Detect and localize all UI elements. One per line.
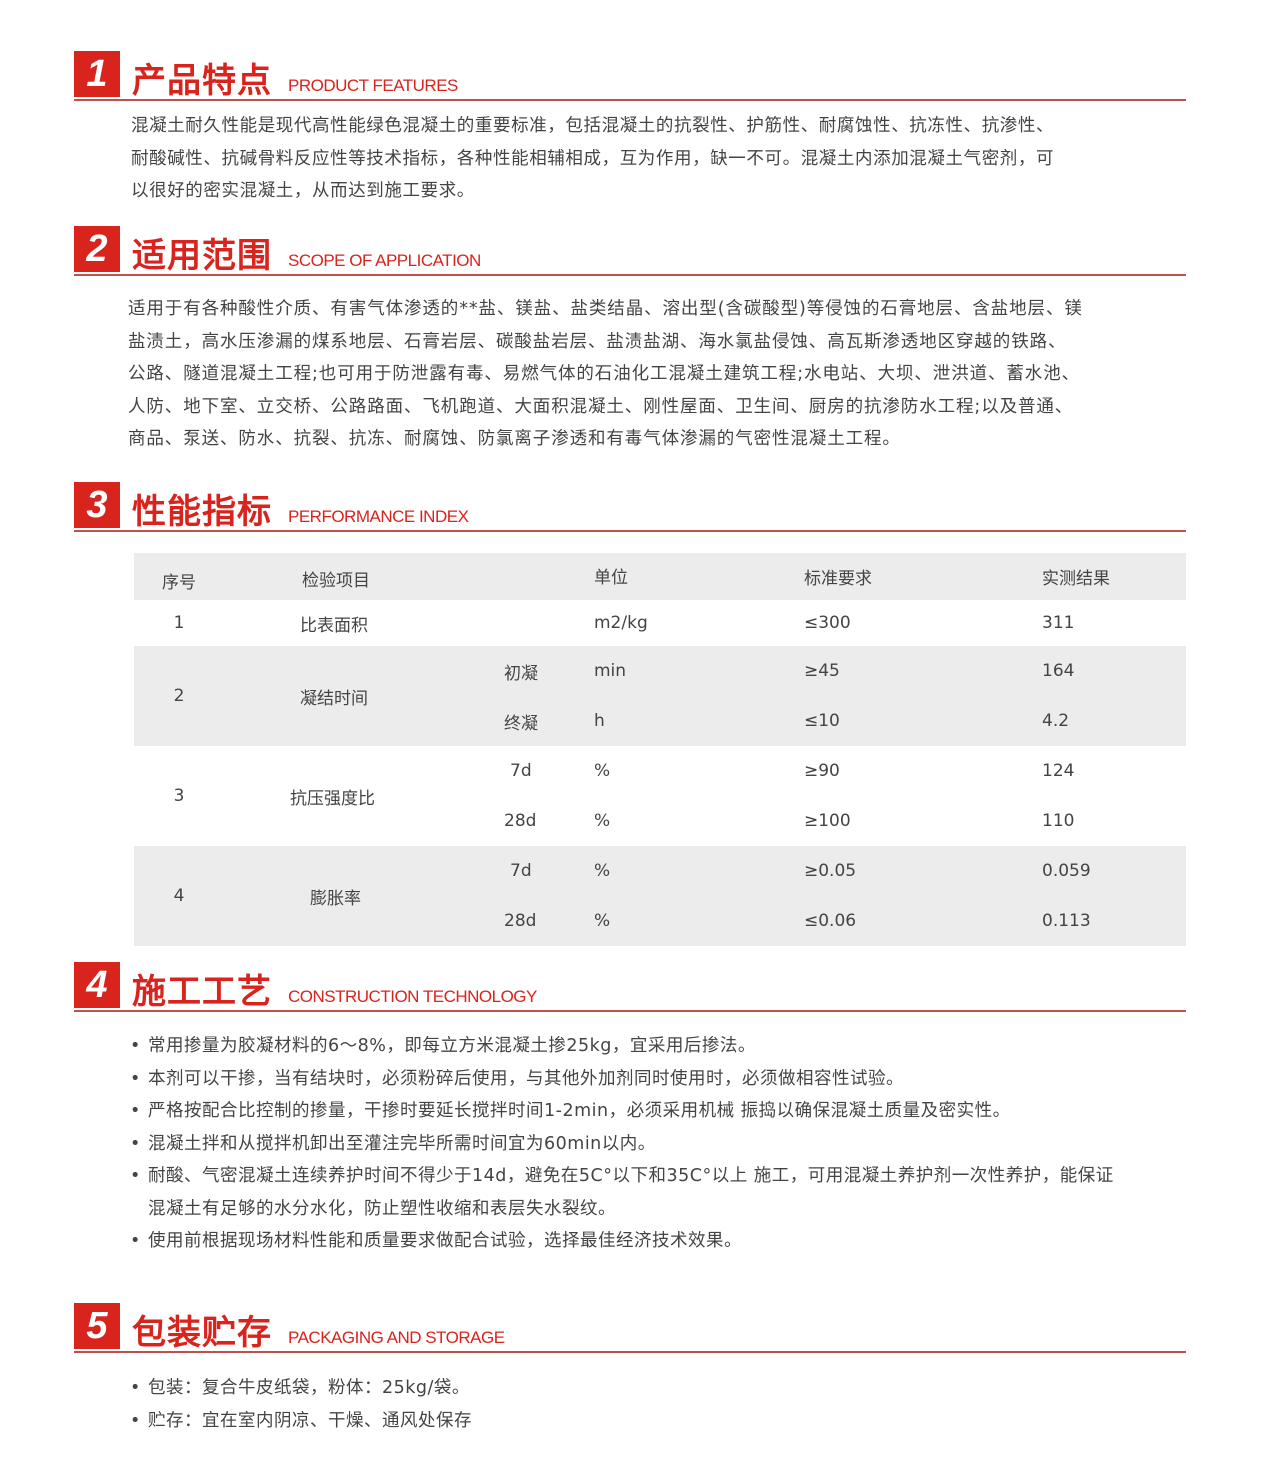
cell-result: 124 [1042,761,1075,781]
performance-table: 序号 检验项目 单位 标准要求 实测结果 1 比表面积 m2/kg ≤300 3… [134,553,1186,946]
section-subtitle: SCOPE OF APPLICATION [288,251,481,270]
cell-sub [504,600,594,646]
cell-unit: % [594,846,804,896]
list-item: 常用掺量为胶凝材料的6～8%，即每立方米混凝土掺25kg，宜采用后掺法。 [130,1030,1114,1063]
cell-standard: ≥0.05 [804,846,1042,896]
cell-item: 比表面积 [300,615,368,636]
table-header-row: 序号 检验项目 单位 标准要求 实测结果 [134,553,1186,600]
table-row: 28d % ≤0.06 0.113 [134,896,1186,946]
cell-sub: 7d [510,761,532,781]
cell-result: 311 [1042,613,1075,633]
table-row: 2 凝结时间 初凝 min ≥45 164 [134,646,1186,746]
text-line: 人防、地下室、立交桥、公路路面、飞机跑道、大面积混凝土、刚性屋面、卫生间、厨房的… [128,396,1074,417]
section-subtitle: PRODUCT FEATURES [288,76,458,95]
cell-item: 膨胀率 [224,846,504,946]
cell-result: 0.059 [1042,846,1186,896]
cell-standard: ≥90 [804,761,840,781]
table-row: 终凝 h ≤10 4.2 [134,696,1186,746]
section-number: 1 [74,51,120,97]
features-paragraph: 混凝土耐久性能是现代高性能绿色混凝土的重要标准，包括混凝土的抗裂性、护筋性、耐腐… [131,110,1054,208]
scope-paragraph: 适用于有各种酸性介质、有害气体渗透的**盐、镁盐、盐类结晶、溶出型(含碳酸型)等… [128,293,1083,456]
header-no: 序号 [134,553,224,600]
list-item: 本剂可以干掺，当有结块时，必须粉碎后使用，与其他外加剂同时使用时，必须做相容性试… [130,1063,1114,1096]
section-header-features: 1 产品特点 PRODUCT FEATURES [74,51,1186,101]
table-row: 1 比表面积 m2/kg ≤300 311 [134,600,1186,646]
cell-no: 4 [134,846,224,946]
section-header-performance: 3 性能指标 PERFORMANCE INDEX [74,482,1186,532]
section-title: 性能指标 [132,492,272,532]
cell-standard: ≤300 [804,613,851,633]
header-standard: 标准要求 [804,553,1042,600]
section-subtitle: PERFORMANCE INDEX [288,507,469,526]
cell-result: 4.2 [1042,696,1186,746]
section-number: 3 [74,482,120,528]
text-line: 耐酸碱性、抗碱骨料反应性等技术指标，各种性能相辅相成，互为作用，缺一不可。混凝土… [131,148,1055,169]
section-title: 产品特点 [132,61,272,101]
list-item: 混凝土拌和从搅拌机卸出至灌注完毕所需时间宜为60min以内。 [130,1128,1114,1161]
section-title: 包装贮存 [132,1313,272,1353]
cell-item: 抗压强度比 [290,788,375,809]
text-line: 以很好的密实混凝土，从而达到施工要求。 [131,181,475,201]
text-line: 混凝土耐久性能是现代高性能绿色混凝土的重要标准，包括混凝土的抗裂性、护筋性、耐腐… [131,116,1055,136]
cell-result: 164 [1042,646,1186,696]
cell-unit: h [594,696,804,746]
cell-unit: m2/kg [594,613,648,633]
list-item: 包装：复合牛皮纸袋，粉体：25kg/袋。 [130,1372,472,1405]
section-header-construction: 4 施工工艺 CONSTRUCTION TECHNOLOGY [74,962,1186,1012]
list-item-continuation: 混凝土有足够的水分水化，防止塑性收缩和表层失水裂纹。 [148,1198,616,1219]
header-item: 检验项目 [224,553,504,600]
section-header-scope: 2 适用范围 SCOPE OF APPLICATION [74,226,1186,276]
section-subtitle: PACKAGING AND STORAGE [288,1328,505,1347]
cell-unit: % [594,896,804,946]
table-row: 28d % ≥100 110 [134,796,1186,846]
text-line: 适用于有各种酸性介质、有害气体渗透的**盐、镁盐、盐类结晶、溶出型(含碳酸型)等… [128,299,1083,319]
cell-sub: 终凝 [504,696,594,746]
section-number: 5 [74,1303,120,1349]
cell-result: 110 [1042,811,1075,831]
list-item: 严格按配合比控制的掺量，干掺时要延长搅拌时间1-2min，必须采用机械 振捣以确… [130,1095,1114,1128]
header-result: 实测结果 [1042,553,1186,600]
cell-item: 凝结时间 [224,646,504,746]
cell-standard: ≤0.06 [804,896,1042,946]
construction-list: 常用掺量为胶凝材料的6～8%，即每立方米混凝土掺25kg，宜采用后掺法。 本剂可… [130,1030,1114,1258]
table-row: 3 抗压强度比 7d % ≥90 124 [134,746,1186,809]
list-item: 耐酸、气密混凝土连续养护时间不得少于14d，避免在5C°以下和35C°以上 施工… [130,1160,1114,1193]
section-title: 施工工艺 [132,972,272,1012]
cell-no: 2 [134,646,224,746]
cell-unit: % [594,811,611,831]
text-line: 商品、泵送、防水、抗裂、抗冻、耐腐蚀、防氯离子渗透和有毒气体渗漏的气密性混凝土工… [128,429,901,449]
text-line: 盐渍土，高水压渗漏的煤系地层、石膏岩层、碳酸盐岩层、盐渍盐湖、海水氯盐侵蚀、高瓦… [128,331,1067,352]
cell-standard: ≥45 [804,646,1042,696]
cell-standard: ≤10 [804,696,1042,746]
cell-sub: 28d [504,896,594,946]
section-number: 2 [74,226,120,272]
cell-standard: ≥100 [804,811,851,831]
cell-sub: 7d [504,846,594,896]
list-item: 贮存：宜在室内阴凉、干燥、通风处保存 [130,1405,472,1438]
cell-sub: 28d [504,811,537,831]
header-unit: 单位 [594,553,804,600]
packaging-list: 包装：复合牛皮纸袋，粉体：25kg/袋。 贮存：宜在室内阴凉、干燥、通风处保存 [130,1372,472,1437]
cell-unit: min [594,646,804,696]
section-header-packaging: 5 包装贮存 PACKAGING AND STORAGE [74,1303,1186,1353]
cell-no: 1 [173,613,185,633]
cell-unit: % [594,761,611,781]
section-number: 4 [74,962,120,1008]
section-title: 适用范围 [132,236,272,276]
cell-no: 3 [173,786,185,806]
list-item: 使用前根据现场材料性能和质量要求做配合试验，选择最佳经济技术效果。 [130,1225,1114,1258]
cell-result: 0.113 [1042,896,1186,946]
cell-sub: 初凝 [504,646,594,696]
table-row: 4 膨胀率 7d % ≥0.05 0.059 [134,846,1186,946]
text-line: 公路、隧道混凝土工程;也可用于防泄露有毒、易燃气体的石油化工混凝土建筑工程;水电… [128,364,1080,384]
section-subtitle: CONSTRUCTION TECHNOLOGY [288,987,537,1006]
